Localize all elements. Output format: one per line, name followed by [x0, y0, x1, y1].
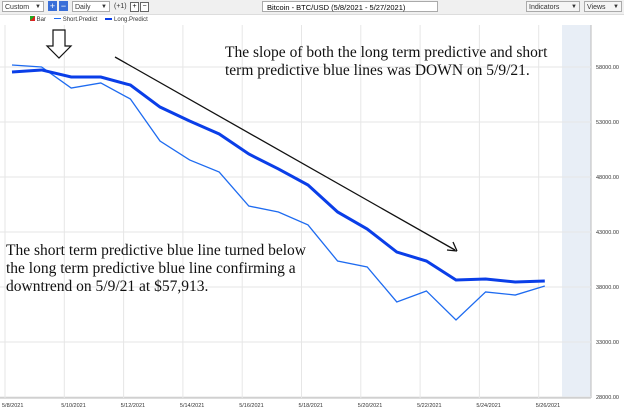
y-tick-label: 28000.00: [596, 395, 619, 401]
legend: Bar Short.Predict Long.Predict: [30, 16, 148, 23]
y-tick-label: 38000.00: [596, 285, 619, 291]
views-select[interactable]: Views ▼: [584, 1, 622, 12]
offset-label: (+1): [114, 3, 127, 10]
x-tick-label: 5/20/2021: [358, 403, 382, 409]
range-value: Custom: [5, 4, 30, 11]
x-tick-label: 5/10/2021: [61, 403, 85, 409]
legend-bar-label: Bar: [36, 17, 47, 23]
y-tick-label: 33000.00: [596, 340, 619, 346]
toolbar: Custom ▼ + − Daily ▼ (+1) + − Bitcoin - BT…: [0, 0, 624, 15]
y-tick-label: 53000.00: [596, 120, 619, 126]
long-line-icon: [105, 17, 113, 20]
chart-title: Bitcoin - BTC/USD (5/8/2021 - 5/27/2021): [262, 1, 438, 12]
legend-short[interactable]: Short.Predict: [54, 17, 97, 23]
legend-bar[interactable]: Bar: [30, 16, 46, 23]
annotation-slope: The slope of both the long term predicti…: [225, 44, 548, 79]
plus-button[interactable]: +: [130, 2, 139, 12]
x-tick-label: 5/22/2021: [417, 403, 441, 409]
x-tick-label: 5/16/2021: [239, 403, 263, 409]
annotation-crossover: The short term predictive blue line turn…: [6, 242, 307, 295]
trend-arrow-line: [114, 56, 456, 251]
chevron-down-icon: ▼: [571, 4, 577, 10]
bar-icon: [30, 16, 35, 21]
x-tick-label: 5/18/2021: [299, 403, 323, 409]
zoom-in-button[interactable]: +: [48, 1, 57, 11]
y-tick-label: 43000.00: [596, 230, 619, 236]
legend-short-label: Short.Predict: [62, 16, 98, 23]
indicators-label: Indicators: [529, 4, 560, 11]
down-arrow-icon: [45, 29, 73, 59]
legend-long-label: Long.Predict: [114, 16, 148, 23]
trend-arrowhead-icon: [446, 241, 458, 252]
x-tick-label: 5/12/2021: [121, 403, 145, 409]
short-predict-line: [11, 64, 545, 321]
y-tick-label: 58000.00: [596, 65, 619, 71]
x-tick-label: 5/14/2021: [180, 403, 204, 409]
zoom-out-button[interactable]: −: [59, 1, 68, 11]
shaded-region: [562, 25, 591, 398]
chevron-down-icon: ▼: [613, 4, 619, 10]
x-tick-label: 5/24/2021: [476, 403, 500, 409]
indicators-select[interactable]: Indicators ▼: [526, 1, 580, 12]
interval-select[interactable]: Daily ▼: [72, 1, 110, 12]
short-line-icon: [54, 18, 62, 20]
chevron-down-icon: ▼: [35, 4, 41, 10]
range-select[interactable]: Custom ▼: [2, 1, 44, 12]
views-label: Views: [587, 4, 606, 11]
chevron-down-icon: ▼: [101, 4, 107, 10]
x-tick-label: 5/26/2021: [536, 403, 560, 409]
minus-button[interactable]: −: [140, 2, 149, 12]
legend-long[interactable]: Long.Predict: [105, 16, 148, 23]
interval-value: Daily: [75, 4, 91, 11]
y-tick-label: 48000.00: [596, 175, 619, 181]
x-tick-label: 5/8/2021: [2, 403, 23, 409]
long-predict-line: [11, 68, 545, 284]
